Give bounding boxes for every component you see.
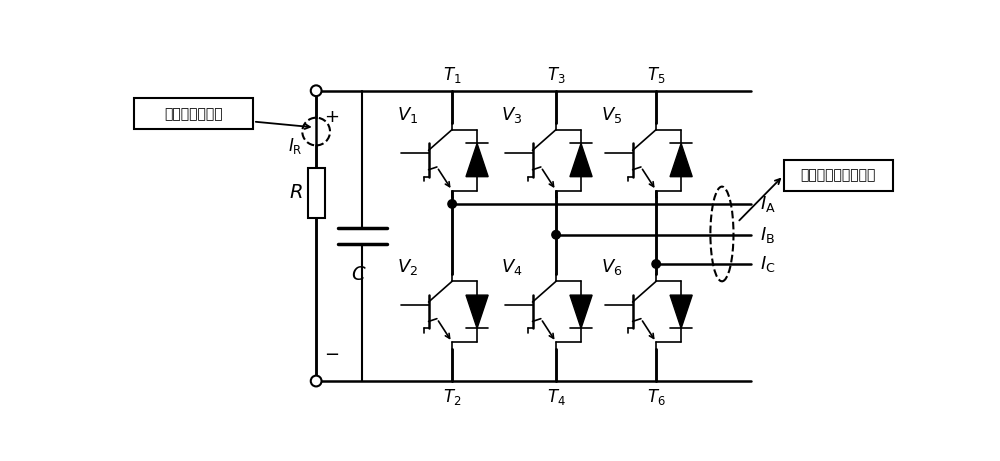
Bar <box>308 168 325 218</box>
Text: $T_{3}$: $T_{3}$ <box>547 65 565 84</box>
Polygon shape <box>570 143 592 177</box>
Bar <box>784 160 893 191</box>
Text: +: + <box>324 108 339 126</box>
Polygon shape <box>570 295 592 328</box>
Text: −: − <box>324 346 339 364</box>
Text: $V_{4}$: $V_{4}$ <box>501 257 523 277</box>
Text: $C$: $C$ <box>351 265 366 284</box>
Text: $V_{1}$: $V_{1}$ <box>397 106 418 125</box>
Text: $I_{\mathrm{B}}$: $I_{\mathrm{B}}$ <box>760 225 775 245</box>
Polygon shape <box>466 143 488 177</box>
Text: 交流侧三相输入电流: 交流侧三相输入电流 <box>801 168 876 183</box>
Circle shape <box>311 376 322 386</box>
Text: 直流侧负载电流: 直流侧负载电流 <box>164 107 223 121</box>
Bar <box>134 99 253 129</box>
Polygon shape <box>670 143 692 177</box>
Circle shape <box>448 200 456 208</box>
Text: $T_{4}$: $T_{4}$ <box>547 387 566 407</box>
Text: $T_{1}$: $T_{1}$ <box>443 65 461 84</box>
Circle shape <box>552 230 560 239</box>
Circle shape <box>311 85 322 96</box>
Text: $V_{6}$: $V_{6}$ <box>601 257 623 277</box>
Text: $V_{5}$: $V_{5}$ <box>601 106 622 125</box>
Text: $I_{\mathrm{A}}$: $I_{\mathrm{A}}$ <box>760 194 776 214</box>
Text: $V_{3}$: $V_{3}$ <box>501 106 522 125</box>
Text: $T_{6}$: $T_{6}$ <box>647 387 666 407</box>
Polygon shape <box>670 295 692 328</box>
Text: $I_{\mathrm{R}}$: $I_{\mathrm{R}}$ <box>288 136 302 156</box>
Text: $T_{5}$: $T_{5}$ <box>647 65 665 84</box>
Text: $V_{2}$: $V_{2}$ <box>397 257 418 277</box>
Text: $I_{\mathrm{C}}$: $I_{\mathrm{C}}$ <box>760 254 776 274</box>
Polygon shape <box>466 295 488 328</box>
Text: $R$: $R$ <box>289 183 302 202</box>
Text: $T_{2}$: $T_{2}$ <box>443 387 461 407</box>
Circle shape <box>652 260 660 268</box>
